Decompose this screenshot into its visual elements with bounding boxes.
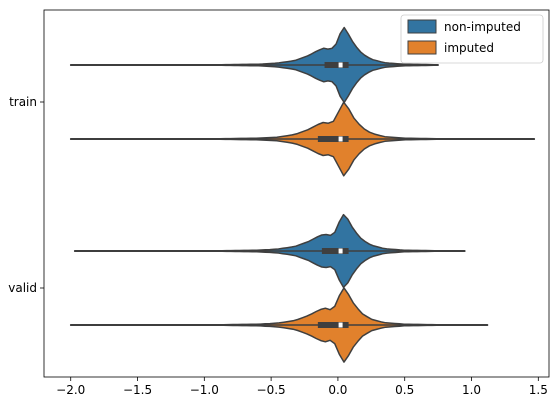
iqr-box-imputed-valid [317,322,349,328]
x-tick-label: −2.0 [56,383,85,397]
iqr-box-non-imputed-train [324,62,349,68]
y-tick-label-train: train [9,95,37,109]
iqr-box-imputed-train [317,136,349,142]
x-tick-label: −0.5 [257,383,286,397]
plot-area [44,10,549,377]
x-tick-label: 1.5 [529,383,548,397]
violins-group [69,26,536,363]
x-tick-label: −1.0 [190,383,219,397]
legend-label-non-imputed: non-imputed [444,20,521,34]
x-tick-label: 0.5 [395,383,414,397]
median-marker-imputed-valid [338,322,343,328]
legend-swatch-non-imputed [407,19,437,34]
median-marker-imputed-train [338,136,343,142]
median-marker-non-imputed-valid [338,248,343,254]
legend-swatch-imputed [407,40,437,55]
x-tick-label: 1.0 [462,383,481,397]
legend: non-imputed imputed [400,14,544,64]
iqr-box-non-imputed-valid [321,248,349,254]
x-tick-label: 0.0 [328,383,347,397]
legend-label-imputed: imputed [444,41,494,55]
y-tick-label-valid: valid [8,281,37,295]
y-axis: train valid [8,95,44,295]
x-axis: −2.0 −1.5 −1.0 −0.5 0.0 0.5 1.0 1.5 [56,377,548,397]
median-marker-non-imputed-train [338,62,343,68]
x-tick-label: −1.5 [123,383,152,397]
plot-frame [43,9,550,378]
